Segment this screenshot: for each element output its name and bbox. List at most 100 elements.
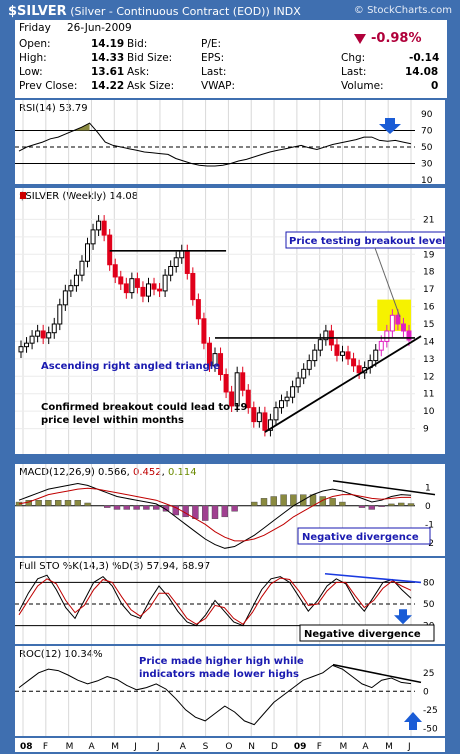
price-candle bbox=[168, 265, 174, 276]
price-candle bbox=[35, 330, 41, 337]
price-candle bbox=[134, 278, 140, 288]
macd-histogram-bar bbox=[329, 498, 336, 506]
rsi-ytick: 10 bbox=[421, 176, 433, 184]
price-candle bbox=[184, 250, 190, 274]
month-tick: D bbox=[271, 742, 278, 752]
month-tick: N bbox=[248, 742, 255, 752]
price-candle bbox=[339, 351, 345, 356]
price-candle bbox=[68, 285, 74, 292]
roc-panel: ROC(12) 10.34% 25 0 -25 -50 Price made highe… bbox=[15, 646, 445, 736]
down-arrow-icon bbox=[354, 34, 366, 44]
roc-ytick: 0 bbox=[423, 687, 429, 697]
rsi-panel: RSI(14) 53.79 90 70 50 30 10 bbox=[15, 100, 445, 184]
price-candle bbox=[251, 407, 257, 423]
price-candle bbox=[140, 286, 146, 297]
price-candle bbox=[107, 234, 113, 266]
exchange: INDX bbox=[273, 5, 301, 18]
macd-histogram-bar bbox=[192, 505, 199, 519]
price-ytick: 21 bbox=[423, 215, 434, 225]
price-candle bbox=[179, 250, 185, 259]
macd-histogram-bar bbox=[152, 505, 160, 510]
price-candle bbox=[406, 330, 412, 341]
price-candle bbox=[334, 344, 340, 356]
price-candle bbox=[40, 330, 46, 339]
price-ytick: 12 bbox=[423, 372, 434, 382]
sto-chart: Full STO %K(14,3) %D(3) 57.94, 68.97 805… bbox=[15, 558, 435, 644]
month-tick: M bbox=[66, 742, 74, 752]
price-candle bbox=[267, 419, 273, 431]
roc-divergence-line bbox=[332, 663, 422, 684]
macd-legend-sep: , bbox=[127, 467, 133, 478]
roc-annotation-divergence: Negative divergence bbox=[304, 629, 421, 640]
price-candle bbox=[96, 220, 102, 231]
price-ytick: 14 bbox=[423, 337, 435, 347]
price-candle bbox=[351, 358, 357, 367]
month-tick: 09 bbox=[294, 742, 307, 752]
price-candle bbox=[118, 276, 124, 285]
month-tick: M bbox=[340, 742, 348, 752]
roc-ytick: -50 bbox=[423, 724, 438, 734]
macd-legend-name: MACD(12,26,9) bbox=[19, 467, 95, 478]
price-candle bbox=[229, 391, 235, 407]
price-candle bbox=[201, 318, 207, 344]
last-label: Last: bbox=[341, 66, 367, 78]
price-candle bbox=[145, 283, 151, 297]
price-candle bbox=[384, 330, 390, 342]
sto-divergence-line bbox=[324, 572, 422, 584]
roc-ytick: -25 bbox=[423, 706, 438, 716]
price-candle bbox=[295, 377, 301, 388]
macd-histogram-bar bbox=[162, 505, 170, 512]
last-label-mid: Last: bbox=[201, 66, 227, 78]
sto-k-line bbox=[18, 574, 412, 627]
down-arrow-icon bbox=[379, 118, 401, 134]
volume-label: Volume: bbox=[341, 80, 384, 92]
description: (Silver - Continuous Contract (EOD)) bbox=[70, 5, 270, 18]
macd-histogram-bar bbox=[143, 505, 150, 510]
price-candle bbox=[284, 396, 290, 402]
price-candle bbox=[317, 339, 323, 351]
quote-day: Friday bbox=[19, 22, 51, 34]
high-label: High: bbox=[19, 52, 47, 64]
change-percent: -0.98% bbox=[371, 31, 422, 46]
roc-line bbox=[18, 664, 412, 726]
price-candle bbox=[29, 335, 35, 344]
annotation-triangle: Ascending right angled triangle bbox=[41, 361, 220, 372]
price-candle bbox=[18, 346, 24, 353]
price-ytick: 17 bbox=[423, 285, 434, 295]
macd-histogram-bar bbox=[74, 500, 81, 506]
macd-histogram-bar bbox=[211, 505, 219, 519]
price-candle bbox=[24, 342, 30, 348]
month-tick: J bbox=[407, 742, 411, 752]
ascending-trendline bbox=[264, 335, 422, 433]
month-tick: A bbox=[362, 742, 369, 752]
macd-panel: MACD(12,26,9)0.566, 0.452, 0.114 10-1-2N… bbox=[15, 464, 445, 556]
macd-legend-value: 0.566 bbox=[98, 467, 127, 478]
month-tick: F bbox=[43, 742, 48, 752]
macd-histogram-bar bbox=[270, 496, 278, 506]
price-ytick: 11 bbox=[423, 390, 434, 400]
macd-annotation: Negative divergence bbox=[302, 532, 419, 543]
roc-chart: ROC(12) 10.34% 25 0 -25 -50 Price made highe… bbox=[15, 646, 438, 736]
price-candle bbox=[290, 386, 296, 398]
price-candle bbox=[373, 349, 379, 362]
price-candle bbox=[79, 260, 85, 276]
ask-label: Ask: bbox=[127, 66, 150, 78]
macd-histogram-bar bbox=[319, 496, 326, 506]
price-candle bbox=[240, 372, 246, 391]
macd-histogram-bar bbox=[407, 503, 415, 506]
price-ytick: 16 bbox=[423, 303, 435, 313]
rsi-overbought-fill bbox=[73, 123, 90, 131]
roc-annotation-box bbox=[299, 624, 435, 642]
price-ytick: 9 bbox=[423, 425, 429, 435]
price-candle bbox=[190, 272, 196, 301]
last-value: 14.08 bbox=[405, 66, 439, 78]
source-credit[interactable]: © StockCharts.com bbox=[353, 5, 452, 16]
price-candle bbox=[57, 304, 63, 325]
macd-chart: MACD(12,26,9)0.566, 0.452, 0.114 10-1-2N… bbox=[15, 464, 436, 556]
macd-histogram-bar bbox=[388, 503, 395, 506]
macd-ytick: 0 bbox=[425, 502, 431, 512]
price-ytick: 19 bbox=[423, 250, 435, 260]
macd-divergence-line bbox=[332, 480, 436, 496]
price-candle bbox=[345, 351, 351, 360]
macd-histogram-bar bbox=[55, 500, 62, 506]
